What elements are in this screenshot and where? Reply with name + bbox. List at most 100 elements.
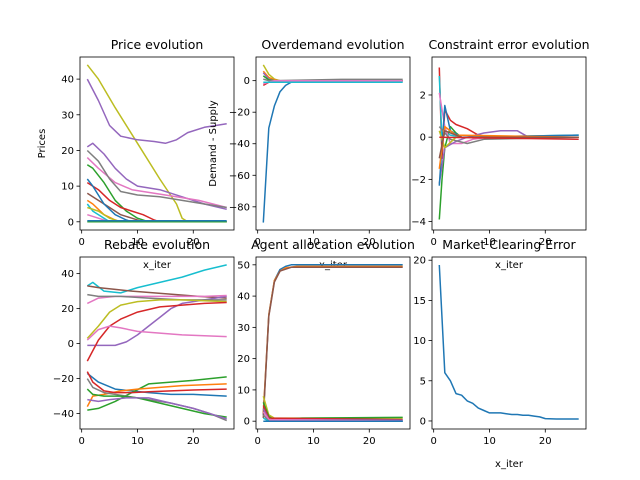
x-tick-label: 20	[187, 237, 200, 248]
series-line-4	[262, 395, 403, 419]
series-group	[86, 264, 227, 422]
series-line-1	[262, 264, 403, 415]
series-line-2	[86, 78, 227, 145]
x-tick-label: 0	[430, 436, 436, 447]
subplot-6: 0 10 20 0 5 10 15 20 x_iter Market Clearing Error	[413, 237, 587, 470]
x-tick-label: 0	[430, 237, 436, 248]
series-group	[86, 64, 227, 223]
y-tick-label: 0	[244, 417, 250, 428]
series-line-5	[438, 130, 579, 184]
x-tick-label: 20	[539, 237, 552, 248]
series-line-3	[87, 295, 227, 347]
series-line-9	[438, 125, 579, 169]
series-line-2	[438, 67, 579, 160]
y-tick-label: 20	[61, 146, 74, 157]
series-line-3	[262, 266, 403, 419]
y-tick-label: 10	[413, 336, 426, 347]
series-line-1	[438, 264, 579, 420]
x-tick-label: 10	[307, 237, 320, 248]
series-line-12	[87, 206, 227, 223]
y-tick-label: −60	[229, 171, 250, 182]
y-axis-label: Prices	[37, 129, 48, 159]
x-tick-label: 20	[363, 237, 376, 248]
subplot-title: Market Clearing Error	[442, 237, 576, 252]
series-line-2	[262, 265, 403, 414]
y-tick-label: −80	[229, 202, 250, 213]
y-tick-label: 5	[420, 376, 426, 387]
x-tick-label: 0	[254, 237, 260, 248]
x-tick-label: 20	[363, 436, 376, 447]
subplot-1: 0 10 20 0 10 20 30 40 x_iter Prices Price evolutio…	[37, 37, 235, 271]
series-line-1	[262, 79, 403, 223]
x-tick-label: 10	[307, 436, 320, 447]
x-tick-label: 10	[483, 237, 496, 248]
x-tick-label: 10	[483, 436, 496, 447]
series-line-3	[86, 142, 227, 211]
y-tick-label: 40	[237, 292, 250, 303]
subplot-title: Overdemand evolution	[261, 37, 404, 52]
x-tick-label: 10	[131, 237, 144, 248]
y-tick-label: 50	[237, 260, 250, 271]
y-tick-label: 0	[68, 217, 74, 228]
x-tick-label: 20	[187, 436, 200, 447]
y-tick-label: 0	[244, 76, 250, 87]
axes-frame	[255, 256, 411, 430]
y-tick-label: −20	[229, 108, 250, 119]
x-axis-label: x_iter	[143, 260, 172, 271]
subplot-title: Rebate evolution	[104, 237, 210, 252]
y-tick-label: 0	[68, 339, 74, 350]
y-tick-label: −40	[53, 409, 74, 420]
y-tick-label: 10	[237, 385, 250, 396]
y-tick-label: 10	[61, 182, 74, 193]
subplot-4: 0 10 20 −40 −20 0 20 40 Rebate evolution	[53, 237, 235, 447]
y-tick-label: 20	[413, 256, 426, 267]
series-line-6	[86, 299, 227, 339]
y-tick-label: 30	[61, 110, 74, 121]
x-axis-label: x_iter	[495, 260, 524, 271]
y-tick-label: −2	[411, 175, 426, 186]
axes-frame	[431, 56, 587, 231]
axes-frame	[431, 256, 587, 430]
series-group	[262, 64, 403, 223]
x-tick-label: 0	[254, 436, 260, 447]
x-tick-label: 0	[78, 237, 84, 248]
y-axis-label: Demand - Supply	[208, 100, 219, 187]
axes-frame	[79, 256, 235, 430]
y-tick-label: −40	[229, 139, 250, 150]
y-tick-label: 0	[420, 416, 426, 427]
series-line-5	[262, 402, 403, 421]
x-axis-label: x_iter	[495, 459, 524, 470]
series-group	[438, 264, 579, 420]
series-line-7	[86, 301, 227, 362]
y-tick-label: −4	[411, 217, 426, 228]
subplot-title: Constraint error evolution	[428, 37, 589, 52]
subplot-title: Agent allocation evolution	[251, 237, 415, 252]
series-line-12	[86, 371, 227, 394]
series-line-10	[438, 130, 579, 159]
series-group	[262, 264, 403, 422]
series-line-15	[87, 397, 227, 420]
y-tick-label: 15	[413, 296, 426, 307]
series-line-11	[439, 136, 579, 141]
series-line-9	[86, 178, 227, 223]
subplot-title: Price evolution	[111, 37, 204, 52]
y-tick-label: 40	[61, 269, 74, 280]
x-tick-label: 20	[539, 436, 552, 447]
series-group	[438, 67, 579, 220]
axes-frame	[79, 56, 235, 231]
series-line-8	[86, 325, 227, 341]
x-tick-label: 0	[78, 436, 84, 447]
y-tick-label: 20	[61, 304, 74, 315]
series-line-1	[86, 264, 227, 294]
series-line-6	[438, 104, 579, 186]
y-tick-label: 20	[237, 354, 250, 365]
y-tick-label: 30	[237, 323, 250, 334]
series-line-3	[438, 75, 579, 143]
series-line-5	[86, 149, 227, 209]
subplot-3: 0 10 20 −4 −2 0 2 x_iter Constraint error evolut…	[411, 37, 589, 271]
series-line-4	[86, 157, 227, 209]
series-line-4	[86, 294, 227, 305]
